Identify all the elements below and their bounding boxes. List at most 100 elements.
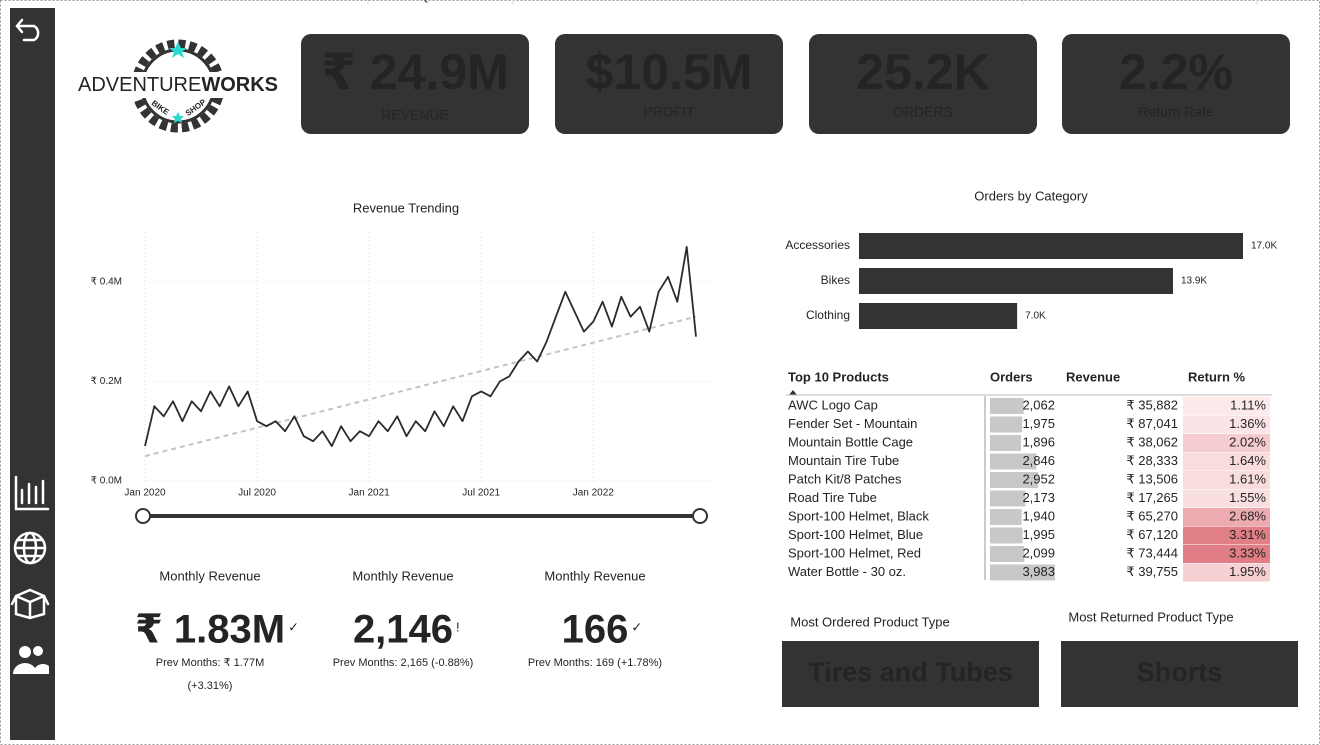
logo-word: WORKS	[201, 74, 278, 96]
revenue-value: ₹ 38,062	[1126, 434, 1178, 449]
date-slider-handle[interactable]	[135, 508, 151, 524]
orders-value: 2,952	[1022, 471, 1055, 486]
bar	[859, 268, 1173, 294]
return-value: 1.95%	[1229, 564, 1266, 579]
product-name: Road Tire Tube	[788, 490, 877, 505]
return-heat-cell	[1183, 508, 1270, 526]
orders-data-bar	[990, 564, 1055, 581]
product-card	[782, 641, 1039, 707]
orders-data-bar	[990, 398, 1024, 414]
y-tick-label: Accessories	[785, 238, 850, 252]
revenue-value: ₹ 67,120	[1126, 527, 1178, 542]
return-value: 2.68%	[1229, 508, 1266, 523]
return-value: 1.61%	[1229, 471, 1266, 486]
orders-data-bar	[990, 527, 1023, 544]
revenue-value: ₹ 73,444	[1126, 545, 1178, 560]
people-icon[interactable]	[13, 646, 49, 674]
return-value: 3.31%	[1229, 527, 1266, 542]
chart-title: Orders by Category	[974, 188, 1088, 203]
y-tick-label: ₹ 0.2M	[91, 376, 122, 387]
kpi-label: REVENUE	[381, 107, 449, 123]
product-type: Tires and Tubes	[808, 657, 1013, 687]
y-tick-label: Clothing	[806, 308, 850, 322]
orders-value: 3,983	[1022, 564, 1055, 579]
revenue-value: ₹ 13,506	[1126, 471, 1178, 486]
orders-data-bar	[990, 472, 1039, 488]
ribbon-tab[interactable]: Queries	[420, 0, 462, 3]
card-title: Most Returned Product Type	[1068, 609, 1233, 624]
x-tick-label: Jan 2022	[573, 488, 615, 499]
kpi-label: PROFIT	[643, 104, 695, 120]
chart-title: Revenue Trending	[353, 200, 459, 215]
prev-months: Prev Months: 169 (+1.78%)	[528, 657, 662, 669]
bar	[859, 303, 1018, 329]
product-name: Sport-100 Helmet, Red	[788, 545, 921, 560]
globe-icon[interactable]	[13, 531, 47, 565]
status-icon: ✓	[288, 619, 299, 634]
ribbon-tab[interactable]: Sensitiv	[1273, 0, 1315, 3]
card-title: Monthly Revenue	[544, 568, 645, 583]
x-tick-label: Jan 2020	[124, 488, 166, 499]
orders-value: 2,846	[1022, 453, 1055, 468]
box-icon[interactable]	[10, 588, 50, 620]
return-heat-cell	[1183, 489, 1270, 508]
nav-bar	[10, 8, 55, 740]
x-tick-label: Jul 2020	[238, 488, 276, 499]
ribbon-tab[interactable]: Data	[130, 0, 156, 3]
card-title: Monthly Revenue	[159, 568, 260, 583]
ribbon: Data Queries Insert Calculations Sensiti…	[130, 0, 1315, 5]
orders-value: 1,995	[1022, 527, 1055, 542]
sort-indicator	[789, 390, 797, 395]
return-heat-cell	[1183, 452, 1270, 471]
y-tick-label: ₹ 0.4M	[91, 276, 122, 287]
card-value: 166	[562, 608, 629, 652]
column-header: Revenue	[1066, 369, 1120, 384]
ribbon-tab[interactable]: Insert	[753, 0, 784, 3]
product-name: Mountain Tire Tube	[788, 453, 899, 468]
orders-data-bar	[990, 435, 1021, 451]
date-slider-handle[interactable]	[692, 508, 708, 524]
return-heat-cell	[1183, 397, 1270, 415]
kpi-label: ORDERS	[893, 104, 953, 120]
return-value: 1.55%	[1229, 490, 1266, 505]
card-title: Monthly Revenue	[352, 568, 453, 583]
orders-value: 1,896	[1022, 434, 1055, 449]
revenue-value: ₹ 17,265	[1126, 490, 1178, 505]
kpi-value: ₹ 24.9M	[321, 44, 509, 100]
return-heat-cell	[1183, 434, 1270, 452]
bar	[859, 233, 1243, 259]
orders-data-bar	[990, 416, 1023, 433]
kpi-card	[555, 34, 783, 134]
value-label: 13.9K	[1181, 276, 1207, 287]
report-icon[interactable]	[14, 475, 50, 511]
return-value: 2.02%	[1229, 434, 1266, 449]
kpi-card	[809, 34, 1037, 134]
y-tick-label: ₹ 0.0M	[91, 476, 122, 487]
column-header: Return %	[1188, 369, 1246, 384]
card-value: 2,146	[353, 608, 453, 652]
logo-text: ADVENTUREWORKS	[78, 74, 278, 96]
kpi-card	[1062, 34, 1290, 134]
prev-months: Prev Months: ₹ 1.77M	[156, 657, 265, 669]
return-heat-cell	[1183, 563, 1270, 582]
status-icon: !	[456, 619, 460, 634]
ribbon-tab[interactable]: Calculations	[1108, 0, 1173, 3]
kpi-card	[301, 34, 529, 134]
column-header: Orders	[990, 369, 1033, 384]
card-title: Most Ordered Product Type	[790, 614, 949, 629]
logo: ADVENTUREWORKS BIKE SHOP	[78, 39, 278, 133]
orders-data-bar	[990, 509, 1022, 525]
product-name: Water Bottle - 30 oz.	[788, 564, 906, 579]
x-tick-label: Jul 2021	[462, 488, 500, 499]
kpi-value: 25.2K	[856, 44, 989, 100]
product-type: Shorts	[1137, 657, 1223, 687]
orders-data-bar	[990, 490, 1026, 507]
orders-value: 2,173	[1022, 490, 1055, 505]
orders-value: 1,940	[1022, 508, 1055, 523]
prev-months: (+3.31%)	[188, 680, 233, 692]
return-value: 1.11%	[1230, 397, 1266, 412]
value-label: 7.0K	[1025, 311, 1046, 322]
back-icon[interactable]	[15, 18, 40, 42]
return-value: 3.33%	[1229, 545, 1266, 560]
